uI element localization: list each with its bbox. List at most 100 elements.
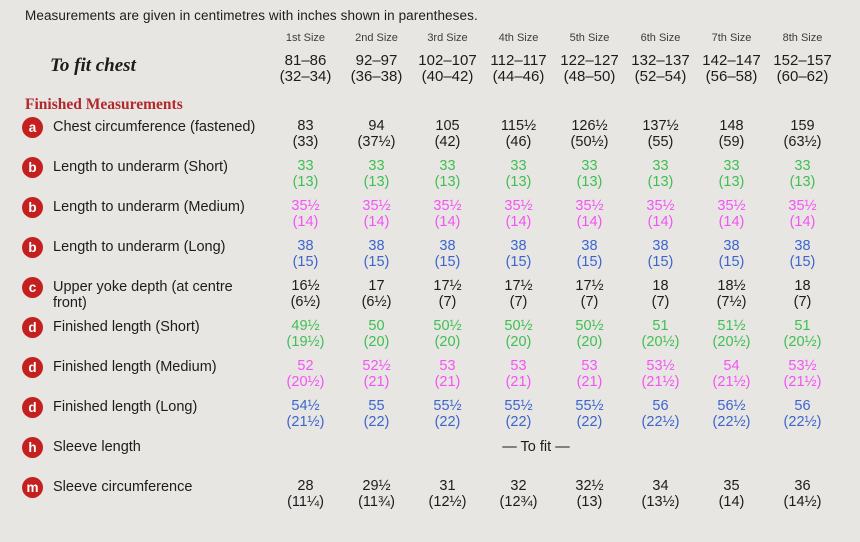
measurement-value-cell: 55½ (22) [554, 397, 625, 437]
value-cm: 54 [723, 358, 740, 374]
measurement-value-cell: 52½ (21) [341, 357, 412, 397]
measurement-value-cell: 33 (13) [625, 157, 696, 197]
measurement-value-cell: 51 (20½) [625, 317, 696, 357]
value-in: (19½) [286, 333, 325, 350]
value-cm: 38 [723, 238, 740, 254]
value-cm: 81–86 [284, 52, 327, 69]
measurement-value-cell: 17½ (7) [483, 277, 554, 317]
measurement-value-cell: 31 (12½) [412, 477, 483, 517]
measurement-value-cell: 52 (20½) [270, 357, 341, 397]
value-in: (20) [505, 333, 532, 350]
row-label-cell: d Finished length (Short) [22, 317, 270, 357]
value-cm: 56 [652, 398, 669, 414]
value-cm: 55½ [504, 398, 533, 414]
value-cm: 17½ [504, 278, 533, 294]
value-in: (20½) [286, 373, 325, 390]
value-in: (32–34) [279, 68, 332, 85]
measurement-value-cell: 50½ (20) [554, 317, 625, 357]
measurement-value-cell: 18 (7) [625, 277, 696, 317]
to-fit-span-text: — To fit — [502, 439, 570, 455]
value-in: (15) [718, 253, 745, 270]
value-in: (15) [505, 253, 532, 270]
value-in: (21½) [783, 373, 822, 390]
measurement-value-cell: 53½ (21½) [767, 357, 838, 397]
measurement-value-cell: 38 (15) [554, 237, 625, 277]
row-label-cell: d Finished length (Medium) [22, 357, 270, 397]
measurement-value-cell: 33 (13) [554, 157, 625, 197]
measurement-value-cell: 159 (63½) [767, 117, 838, 157]
value-in: (7) [580, 293, 599, 310]
measurement-value-cell: 38 (15) [483, 237, 554, 277]
measurement-value-cell: 53 (21) [554, 357, 625, 397]
value-cm: 159 [790, 118, 815, 134]
row-label-cell: d Finished length (Long) [22, 397, 270, 437]
value-in: (22½) [712, 413, 751, 430]
measurement-value-cell: 50 (20) [341, 317, 412, 357]
measurement-value-cell: 33 (13) [483, 157, 554, 197]
measurement-value-cell: 54½ (21½) [270, 397, 341, 437]
measurement-value-cell: 32½ (13) [554, 477, 625, 517]
to-fit-chest-row: To fit chest 81–86 (32–34) 92–97 (36–38) 102… [22, 53, 838, 85]
value-in: (21) [363, 373, 390, 390]
value-cm: 35 [723, 478, 740, 494]
measurement-value-cell: 29½ (11¾) [341, 477, 412, 517]
to-fit-value-cell: 132–137 (52–54) [625, 53, 696, 85]
value-in: (60–62) [776, 68, 829, 85]
value-in: (7½) [716, 293, 747, 310]
measurement-value-cell: 53 (21) [412, 357, 483, 397]
row-label-cell: h Sleeve length [22, 437, 270, 477]
value-in: (14) [718, 493, 745, 510]
measurement-value-cell: 94 (37½) [341, 117, 412, 157]
value-cm: 17 [368, 278, 385, 294]
measurement-value-cell: 35½ (14) [625, 197, 696, 237]
measurement-value-cell: 32 (12¾) [483, 477, 554, 517]
measurement-value-cell: 56½ (22½) [696, 397, 767, 437]
value-cm: 53 [581, 358, 598, 374]
value-in: (55) [647, 133, 674, 150]
value-cm: 54½ [291, 398, 320, 414]
table-row: d Finished length (Medium) 52 (20½) 52½ (21) 5… [22, 357, 838, 397]
value-cm: 33 [581, 158, 598, 174]
row-label: Chest circumference (fastened) [53, 119, 256, 135]
value-cm: 105 [435, 118, 460, 134]
value-in: (15) [647, 253, 674, 270]
to-fit-value-cell: 92–97 (36–38) [341, 53, 412, 85]
value-cm: 152–157 [773, 52, 832, 69]
value-in: (15) [576, 253, 603, 270]
row-label: Finished length (Long) [53, 399, 198, 415]
value-in: (22½) [641, 413, 680, 430]
letter-badge-h: h [22, 437, 43, 458]
value-in: (13) [434, 173, 461, 190]
value-cm: 38 [581, 238, 598, 254]
value-in: (37½) [357, 133, 396, 150]
value-cm: 137½ [642, 118, 679, 134]
measurement-value-cell: 56 (22½) [625, 397, 696, 437]
value-cm: 17½ [575, 278, 604, 294]
value-cm: 51 [794, 318, 811, 334]
value-in: (14) [505, 213, 532, 230]
units-note: Measurements are given in centimetres wi… [25, 8, 478, 23]
value-in: (22) [576, 413, 603, 430]
to-fit-chest-label: To fit chest [50, 55, 136, 76]
value-in: (7) [509, 293, 528, 310]
value-cm: 35½ [433, 198, 462, 214]
value-cm: 38 [652, 238, 669, 254]
value-cm: 33 [652, 158, 669, 174]
value-cm: 35½ [788, 198, 817, 214]
value-in: (21½) [641, 373, 680, 390]
value-cm: 34 [652, 478, 669, 494]
value-in: (21) [576, 373, 603, 390]
size-column-header: 1st Size [285, 32, 326, 44]
to-fit-value-cell: 112–117 (44–46) [483, 53, 554, 85]
value-in: (20½) [783, 333, 822, 350]
value-cm: 35½ [504, 198, 533, 214]
value-cm: 36 [794, 478, 811, 494]
letter-badge-d: d [22, 397, 43, 418]
size-column-header: 8th Size [782, 32, 823, 44]
measurement-value-cell: 51½ (20½) [696, 317, 767, 357]
value-in: (22) [505, 413, 532, 430]
measurement-value-cell: 33 (13) [270, 157, 341, 197]
value-in: (14) [789, 213, 816, 230]
letter-badge-a: a [22, 117, 43, 138]
value-in: (14½) [783, 493, 822, 510]
